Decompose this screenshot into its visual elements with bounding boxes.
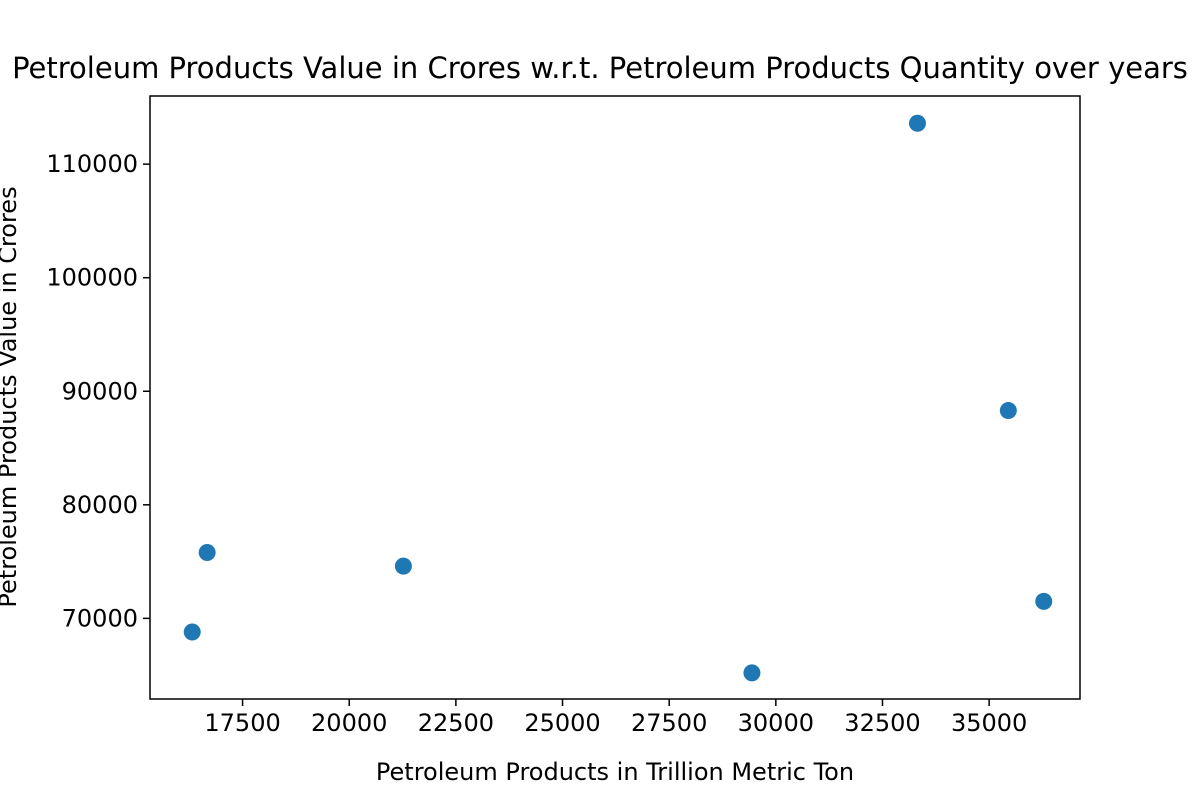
x-tick-label: 17500 [204, 709, 280, 737]
y-tick-label: 100000 [46, 264, 138, 292]
scatter-point [1035, 592, 1053, 610]
x-tick-label: 25000 [524, 709, 600, 737]
x-axis-label: Petroleum Products in Trillion Metric To… [376, 758, 854, 786]
x-axis-ticks: 17500 20000 22500 25000 27500 30000 32500 35000 [204, 699, 1027, 737]
y-tick-label: 80000 [62, 491, 138, 519]
y-tick-label: 90000 [62, 377, 138, 405]
data-points [183, 114, 1053, 682]
plot-frame [149, 95, 1081, 700]
x-tick-label: 32500 [844, 709, 920, 737]
x-tick-label: 20000 [311, 709, 387, 737]
y-tick-label: 70000 [62, 604, 138, 632]
scatter-point [999, 402, 1017, 420]
scatter-point [198, 544, 216, 562]
x-tick-label: 22500 [418, 709, 494, 737]
scatter-point [183, 623, 201, 641]
scatter-point [908, 114, 926, 132]
y-axis-label: Petroleum Products Value in Crores [0, 186, 22, 607]
y-axis-ticks: 70000 80000 90000 100000 110000 [46, 150, 150, 632]
chart-title: Petroleum Products Value in Crores w.r.t… [12, 51, 1188, 85]
x-tick-label: 30000 [738, 709, 814, 737]
x-tick-label: 35000 [951, 709, 1027, 737]
scatter-point [743, 664, 761, 682]
scatter-point [394, 557, 412, 575]
x-tick-label: 27500 [631, 709, 707, 737]
y-tick-label: 110000 [46, 150, 138, 178]
